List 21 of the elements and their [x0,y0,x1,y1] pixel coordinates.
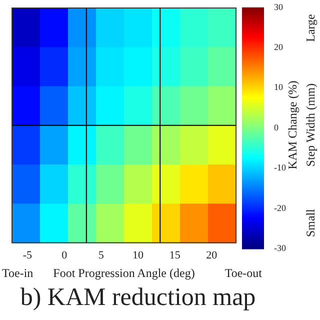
y2-tick-label: Large [304,14,318,42]
x-tick-label: 20 [206,249,218,262]
color-bar-label: -30 [274,243,286,254]
color-bar-title: KAM Change (%) [286,81,300,170]
color-bar-label: 10 [274,82,284,92]
text: b) KAM reduction map [20,284,256,312]
color-bar-label: 0 [274,122,279,132]
x-tick-label: 10 [132,249,144,262]
x-tick-label: 0 [62,249,68,262]
color-bar-label: -10 [274,162,286,173]
text: Toe-in [2,266,34,281]
color-bar-label: 20 [274,42,284,52]
y2-tick-label: Small [304,209,318,238]
x-tick-label: 5 [98,249,104,262]
color-bar-label: 30 [274,2,284,12]
x-axis-title: Foot Progression Angle (deg) [53,266,195,281]
text: Step Width (mm) [304,84,318,168]
x-tick-label: -5 [22,249,33,262]
color-bar-label: -20 [274,202,286,213]
text: Toe-out [224,266,262,281]
x-tick-label: 15 [169,249,181,262]
